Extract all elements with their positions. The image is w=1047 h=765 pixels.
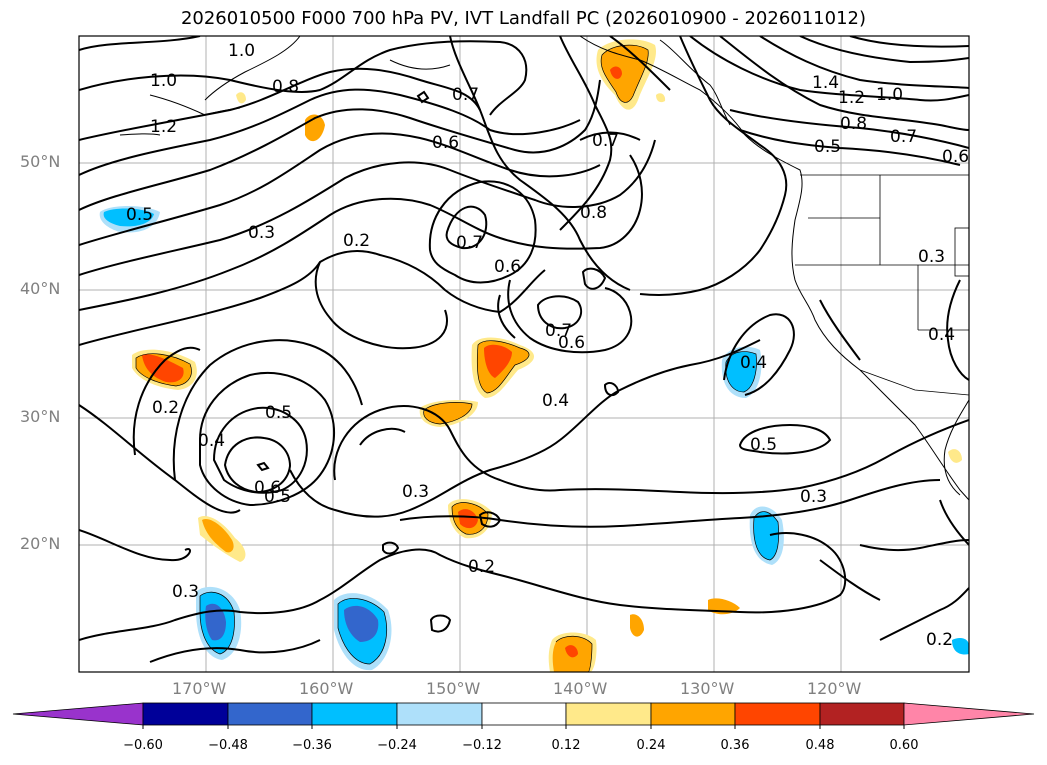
contour-label: 0.2 — [152, 398, 179, 418]
ivt-blob — [948, 449, 962, 463]
contour-label: 0.5 — [126, 205, 153, 225]
lat-label: 20°N — [20, 534, 61, 553]
contour-label: 0.3 — [800, 487, 827, 507]
lat-label: 50°N — [20, 152, 61, 171]
contour-label: 0.4 — [740, 353, 767, 373]
lon-label: 160°W — [299, 679, 354, 698]
contour-label: 0.5 — [814, 137, 841, 157]
ivt-negative-shading — [99, 206, 969, 671]
colorbar-tick-label: −0.48 — [208, 738, 248, 753]
contour-label: 1.0 — [228, 41, 255, 61]
contour-label: 0.6 — [432, 133, 459, 153]
contour-label: 0.7 — [890, 127, 917, 147]
colorbar — [12, 702, 1035, 729]
contour-label: 0.8 — [580, 203, 607, 223]
lon-label: 150°W — [426, 679, 481, 698]
colorbar-swatch — [396, 702, 483, 726]
contour-label: 0.6 — [494, 257, 521, 277]
colorbar-swatch — [481, 702, 567, 726]
lon-label: 140°W — [553, 679, 608, 698]
contour-label: 0.3 — [248, 223, 275, 243]
contour-label: 0.4 — [542, 391, 569, 411]
lat-label: 40°N — [20, 279, 61, 298]
colorbar-swatch — [311, 702, 398, 726]
contour-label: 1.2 — [838, 88, 865, 108]
ivt-blob — [344, 605, 379, 642]
contour-label: 0.4 — [198, 431, 225, 451]
colorbar-tick-label: 0.24 — [636, 738, 666, 753]
contour-label: 0.2 — [468, 557, 495, 577]
ivt-blob — [142, 354, 184, 383]
ivt-blob — [205, 603, 226, 641]
map-title: 2026010500 F000 700 hPa PV, IVT Landfall… — [180, 8, 867, 29]
contour-label: 0.6 — [254, 478, 281, 498]
ivt-blob — [484, 344, 512, 378]
contour-label: 1.0 — [150, 71, 177, 91]
contour-label: 0.8 — [272, 77, 299, 97]
colorbar-swatch — [650, 702, 736, 726]
contour-label: 0.6 — [942, 147, 969, 167]
contour-label: 0.7 — [456, 233, 483, 253]
colorbar-under — [12, 702, 144, 726]
ivt-blob — [725, 351, 757, 392]
colorbar-tick-label: 0.60 — [889, 738, 919, 753]
contour-label: 0.7 — [452, 85, 479, 105]
colorbar-tick-label: −0.60 — [123, 738, 163, 753]
ivt-blob — [601, 45, 649, 103]
ivt-blob — [610, 66, 622, 79]
contour-label: 0.5 — [265, 403, 292, 423]
lon-label: 170°W — [172, 679, 227, 698]
colorbar-swatch — [819, 702, 905, 726]
ivt-blob — [423, 402, 472, 424]
lon-label: 120°W — [807, 679, 862, 698]
pv-contours — [79, 36, 969, 663]
colorbar-tick-label: −0.12 — [462, 738, 502, 753]
contour-label: 0.3 — [402, 482, 429, 502]
ivt-blob — [103, 208, 154, 227]
contour-label: 0.5 — [750, 435, 777, 455]
country-borders — [795, 174, 969, 396]
colorbar-tick-label: −0.36 — [292, 738, 332, 753]
contour-label: 0.2 — [343, 231, 370, 251]
ivt-positive-shading — [132, 39, 962, 672]
colorbar-swatch — [734, 702, 821, 726]
ivt-blob — [753, 511, 779, 560]
contour-label: 0.7 — [592, 131, 619, 151]
colorbar-tick-label: 0.48 — [805, 738, 835, 753]
colorbar-over — [903, 702, 1035, 726]
contour-label: 1.4 — [812, 73, 839, 93]
contour-label: 0.8 — [840, 114, 867, 134]
contour-label: 1.0 — [876, 85, 903, 105]
contour-label: 0.4 — [928, 325, 955, 345]
contour-label: 0.5 — [264, 487, 291, 507]
colorbar-swatch — [142, 702, 229, 726]
contour-label: 0.3 — [918, 247, 945, 267]
colorbar-tick-label: 0.36 — [720, 738, 750, 753]
contour-label: 0.6 — [558, 333, 585, 353]
contour-label: 0.7 — [545, 321, 572, 341]
ivt-outlines — [135, 44, 780, 672]
colorbar-tick-label: 0.12 — [551, 738, 581, 753]
contour-labels: 1.0 1.0 1.2 0.8 0.7 0.6 0.7 0.8 1.4 1.2 … — [126, 41, 969, 650]
ivt-blob — [630, 614, 644, 637]
lat-label: 30°N — [20, 407, 61, 426]
ivt-blob — [565, 645, 578, 658]
contour-label: 0.3 — [172, 582, 199, 602]
contour-label: 1.2 — [150, 117, 177, 137]
colorbar-swatch — [565, 702, 652, 726]
ivt-blob — [236, 92, 246, 104]
lon-label: 130°W — [680, 679, 735, 698]
plot-frame — [78, 35, 970, 673]
colorbar-tick-label: −0.24 — [377, 738, 417, 753]
colorbar-swatch — [227, 702, 313, 726]
contour-label: 0.2 — [926, 630, 953, 650]
ivt-blob — [656, 93, 666, 103]
ivt-blob — [202, 518, 234, 553]
ivt-blob — [952, 638, 969, 655]
ivt-blob — [458, 509, 478, 529]
